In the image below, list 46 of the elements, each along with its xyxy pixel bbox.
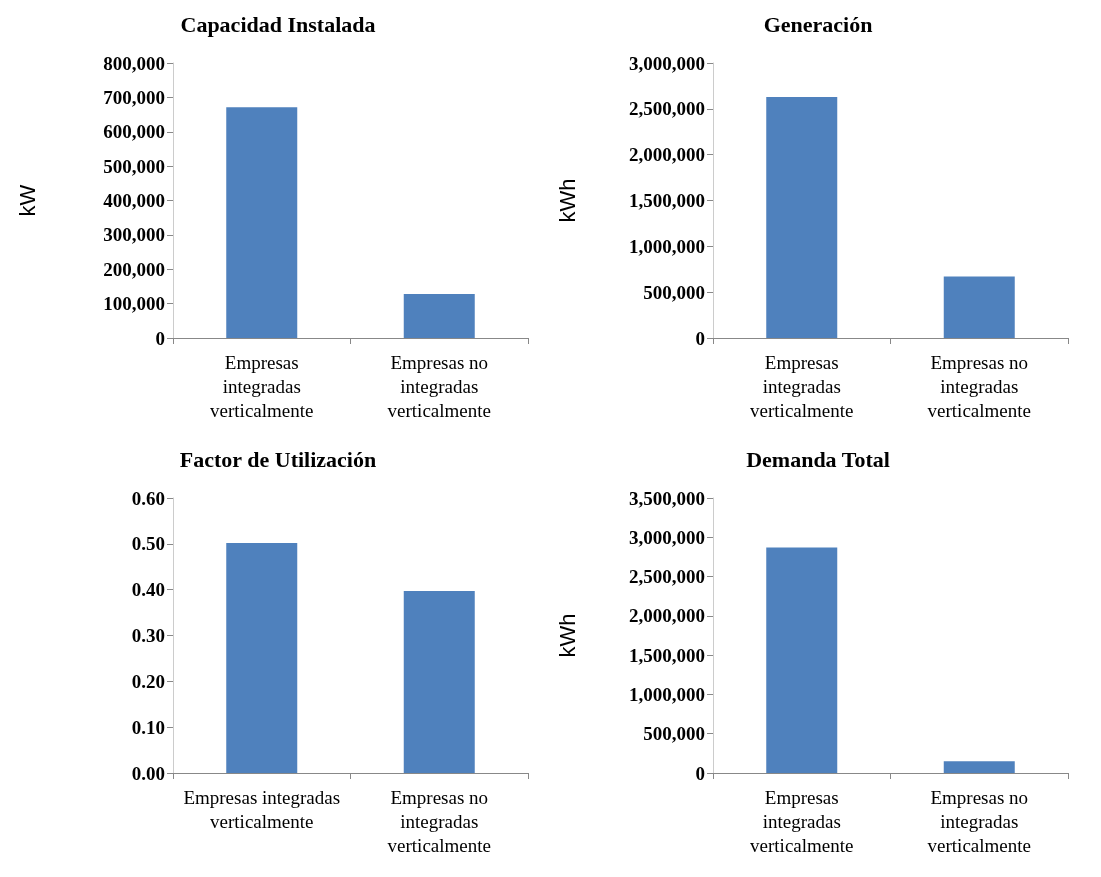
y-tick-label: 0.20 [131,670,165,692]
y-tick-label: 3,000,000 [629,52,705,74]
y-axis-title: kWh [554,613,580,658]
y-tick-label: 0.50 [131,533,165,555]
chart-title: Generación [763,11,873,37]
y-tick-label: 500,000 [643,281,705,303]
x-tick-label: Empresas no integradas verticalmente [927,786,1031,856]
y-tick-label: 0.00 [131,762,165,784]
y-tick-label: 2,500,000 [629,566,705,588]
y-tick-label: 0.30 [131,625,165,646]
x-tick-label: Empresas integradas verticalmente [210,351,314,421]
y-tick-label: 0 [695,762,705,784]
x-tick-label: Empresas integradas verticalmente [750,786,854,856]
y-tick-label: 500,000 [103,155,165,177]
y-tick-label: 0 [155,327,165,349]
y-axis-title: kW [14,184,40,217]
y-tick-label: 0.10 [131,716,165,738]
y-tick-label: 0.60 [131,487,165,509]
y-tick-label: 500,000 [643,723,705,745]
y-tick-label: 0 [695,327,705,349]
y-tick-label: 800,000 [103,52,165,74]
x-tick-label: Empresas no integradas verticalmente [387,351,491,421]
y-tick-label: 400,000 [103,190,165,211]
y-tick-label: 1,500,000 [629,644,705,666]
chart-title: Capacidad Instalada [180,11,376,37]
y-axis-title: kWh [554,178,580,223]
y-tick-label: 1,500,000 [629,190,705,211]
y-tick-label: 3,000,000 [629,526,705,548]
y-tick-label: 200,000 [103,258,165,280]
x-tick-label: Empresas integradas verticalmente [183,786,341,832]
y-tick-label: 1,000,000 [629,683,705,705]
x-tick-label: Empresas no integradas verticalmente [927,351,1031,421]
y-tick-label: 0.40 [131,579,165,601]
chart-title: Factor de Utilización [179,446,377,472]
y-tick-label: 300,000 [103,224,165,246]
y-tick-label: 100,000 [103,293,165,315]
y-tick-label: 1,000,000 [629,235,705,257]
y-tick-label: 2,000,000 [629,605,705,627]
chart-title: Demanda Total [746,446,890,472]
y-tick-label: 600,000 [103,121,165,143]
x-tick-label: Empresas no integradas verticalmente [387,786,491,856]
y-tick-label: 700,000 [103,86,165,108]
y-tick-label: 2,500,000 [629,98,705,120]
y-tick-label: 3,500,000 [629,487,705,509]
y-tick-label: 2,000,000 [629,144,705,166]
x-tick-label: Empresas integradas verticalmente [750,351,854,421]
